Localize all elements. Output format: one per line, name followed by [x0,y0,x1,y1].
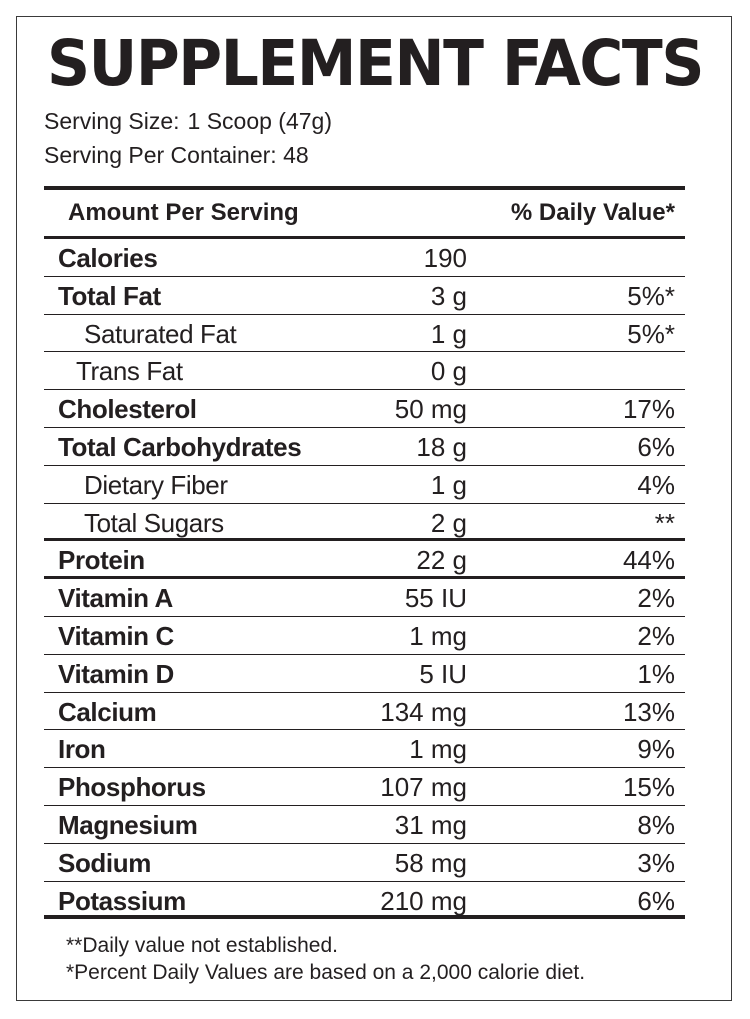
nutrient-name: Magnesium [58,809,198,840]
daily-value-header: % Daily Value* [510,199,675,226]
panel-title: SUPPLEMENT FACTS [46,27,704,100]
nutrient-name: Iron [58,734,106,765]
supplement-facts-panel [16,16,732,1001]
nutrient-name: Total Sugars [84,507,224,538]
amount-per-serving-header: Amount Per Serving [68,199,299,226]
nutrient-amount: 2 g [430,507,467,538]
nutrient-daily-value: 8% [637,809,675,840]
nutrient-amount: 1 mg [409,620,467,651]
nutrient-amount: 1 g [430,318,467,349]
nutrient-daily-value: 5%* [627,280,675,311]
table-row: Trans Fat 0 g [44,352,685,391]
table-row: Total Fat 3 g 5%* [44,277,685,315]
table-row: Vitamin D 5 IU 1% [44,655,685,693]
servings-per-container-line: Serving Per Container: 48 [44,140,309,170]
table-row: Total Carbohydrates 18 g 6% [44,428,685,466]
footnotes: **Daily value not established. *Percent … [66,932,585,986]
table-row: Vitamin A 55 IU 2% [44,579,685,617]
nutrient-amount: 1 mg [409,734,467,765]
nutrient-name: Protein [58,545,145,576]
nutrient-name: Total Carbohydrates [58,431,302,462]
nutrient-daily-value: 4% [637,469,675,500]
nutrient-daily-value: 9% [637,734,675,765]
nutrient-amount: 1 g [430,469,467,500]
nutrient-name: Phosphorus [58,772,206,803]
nutrient-daily-value: 44% [622,545,675,576]
nutrient-amount: 107 mg [380,772,467,803]
table-row: Calcium 134 mg 13% [44,693,685,731]
table-row: Cholesterol 50 mg 17% [44,390,685,428]
table-row: Saturated Fat 1 g 5%* [44,315,685,353]
nutrient-name: Vitamin D [58,658,174,689]
footnote-percent-basis: *Percent Daily Values are based on a 2,0… [66,961,586,984]
nutrient-daily-value: 5%* [627,318,675,349]
nutrient-amount: 210 mg [380,885,467,916]
nutrient-name: Calories [58,243,158,273]
table-row: Iron 1 mg 9% [44,730,685,769]
nutrient-amount: 50 mg [394,394,467,425]
nutrient-name: Saturated Fat [84,318,237,349]
nutrient-name: Vitamin C [58,620,174,651]
nutrient-name: Sodium [58,847,151,878]
serving-size-line: Serving Size: 1 Scoop (47g) [44,106,332,136]
nutrient-amount: 18 g [416,431,467,462]
nutrient-daily-value: 13% [622,696,675,727]
serving-size-label: Serving Size: [44,108,180,134]
table-row: Potassium 210 mg 6% [44,882,685,920]
nutrient-daily-value: 3% [637,847,675,878]
nutrient-amount: 22 g [416,545,467,576]
nutrient-name: Cholesterol [58,394,197,425]
table-row: Dietary Fiber 1 g 4% [44,466,685,504]
nutrient-name: Trans Fat [76,356,183,387]
table-row: Calories 190 [44,239,685,277]
serving-size-value: 1 Scoop (47g) [187,108,332,134]
nutrient-name: Calcium [58,696,157,727]
table-row: Phosphorus 107 mg 15% [44,768,685,806]
table-header: Amount Per Serving % Daily Value* [44,190,685,236]
footnote-not-established: **Daily value not established. [66,934,338,957]
table-row: Protein 22 g 44% [44,541,685,580]
nutrient-amount: 31 mg [394,809,467,840]
table-row: Magnesium 31 mg 8% [44,806,685,844]
nutrient-name: Total Fat [58,280,161,311]
servings-per-container-value: 48 [283,142,309,168]
table-row: Sodium 58 mg 3% [44,844,685,882]
nutrient-table: Amount Per Serving % Daily Value* Calori… [44,186,685,920]
nutrient-daily-value: 1% [637,658,675,689]
nutrient-amount: 0 g [430,356,467,387]
nutrient-amount: 5 IU [419,658,467,689]
nutrient-daily-value: 2% [637,620,675,651]
nutrient-daily-value: 17% [622,394,675,425]
nutrient-daily-value: 15% [622,772,675,803]
nutrient-daily-value: 6% [637,885,675,916]
nutrient-daily-value: 6% [637,431,675,462]
nutrient-amount: 55 IU [404,583,467,614]
nutrient-amount: 190 [423,243,467,273]
nutrient-name: Dietary Fiber [84,469,228,500]
nutrient-daily-value: 2% [637,583,675,614]
nutrient-name: Potassium [58,885,186,916]
nutrient-amount: 58 mg [394,847,467,878]
nutrient-amount: 134 mg [380,696,467,727]
nutrient-name: Vitamin A [58,583,173,614]
top-rule [44,186,685,190]
table-row: Total Sugars 2 g ** [44,504,685,542]
header-rule [44,236,685,239]
nutrient-amount: 3 g [430,280,467,311]
servings-per-container-label: Serving Per Container: [44,142,277,168]
table-row: Vitamin C 1 mg 2% [44,617,685,655]
nutrient-daily-value: ** [654,507,675,538]
